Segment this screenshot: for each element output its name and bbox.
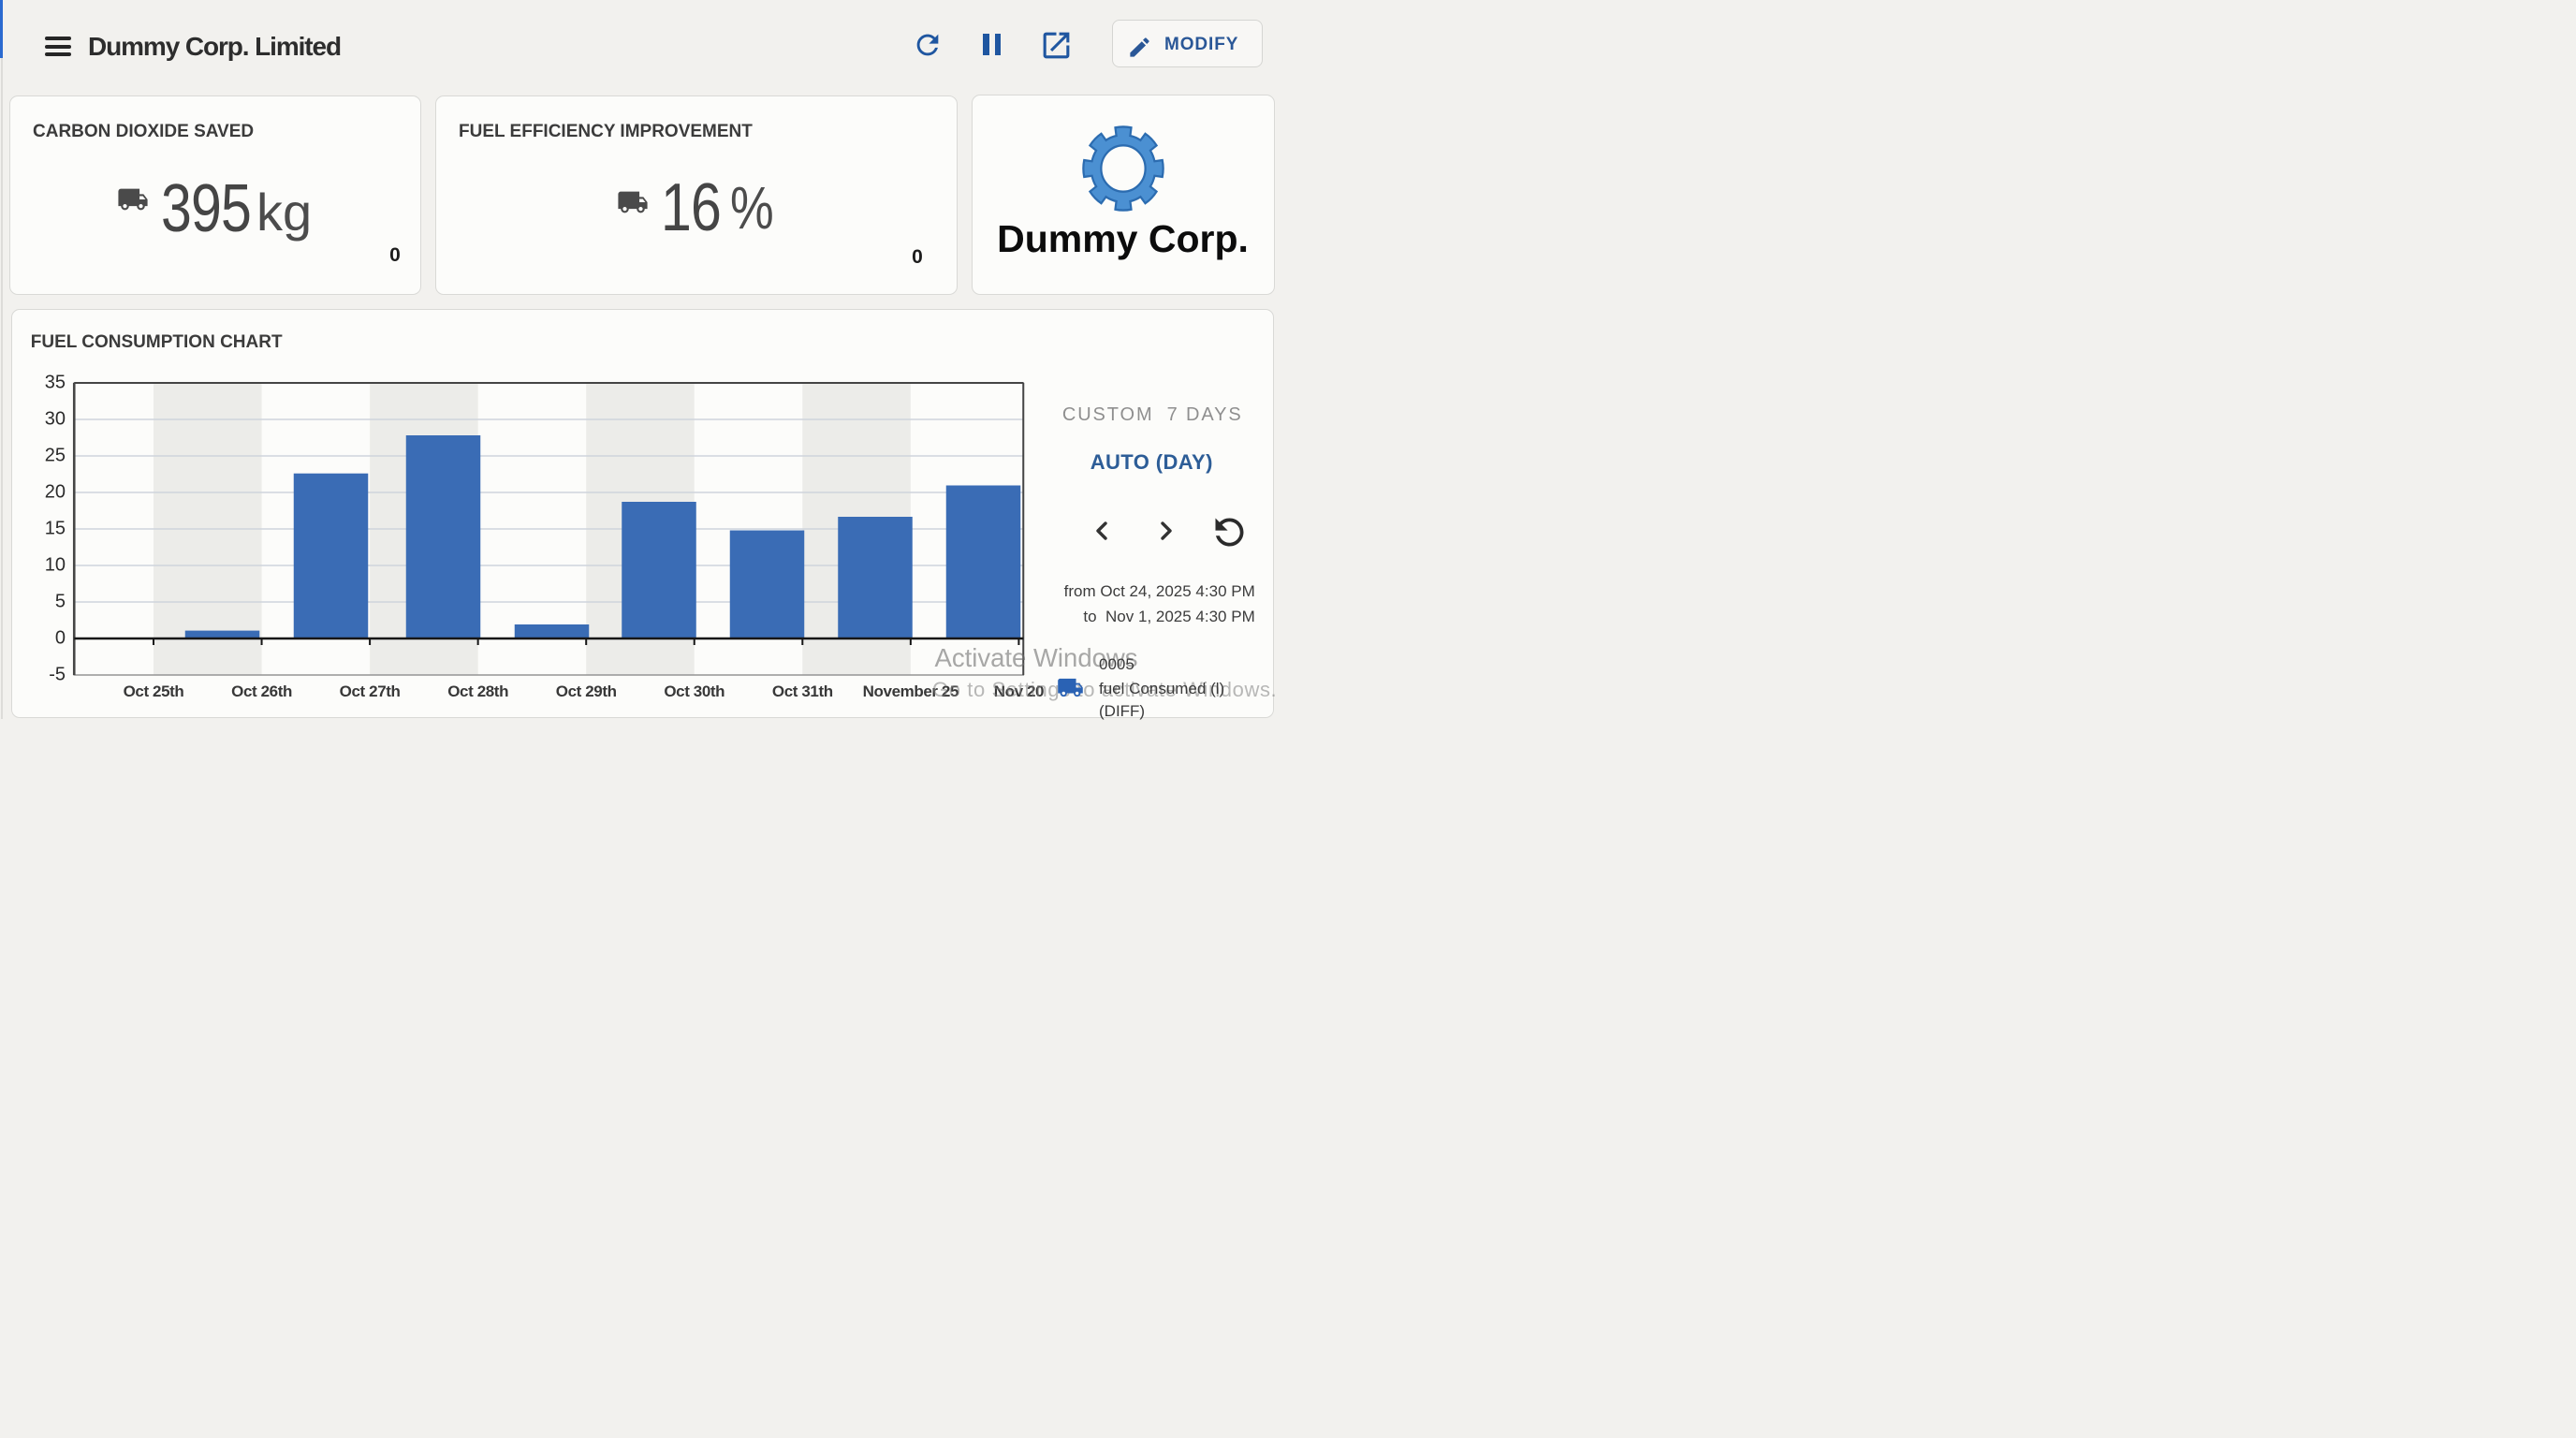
- svg-text:5: 5: [55, 591, 66, 611]
- svg-text:20: 20: [45, 481, 66, 502]
- svg-text:0: 0: [55, 627, 66, 648]
- svg-text:Oct 29th: Oct 29th: [556, 682, 617, 700]
- svg-text:Oct 27th: Oct 27th: [339, 682, 400, 700]
- svg-text:35: 35: [45, 372, 66, 392]
- svg-text:Oct 25th: Oct 25th: [123, 682, 183, 700]
- svg-text:Oct 31th: Oct 31th: [772, 682, 833, 700]
- svg-text:November 25: November 25: [862, 682, 958, 700]
- svg-text:30: 30: [45, 408, 66, 429]
- svg-text:-5: -5: [49, 664, 66, 684]
- svg-text:Oct 30th: Oct 30th: [664, 682, 724, 700]
- svg-text:Oct 26th: Oct 26th: [231, 682, 292, 700]
- svg-text:15: 15: [45, 518, 66, 538]
- svg-text:Nov 20: Nov 20: [993, 682, 1043, 700]
- svg-text:25: 25: [45, 445, 66, 465]
- svg-text:Oct 28th: Oct 28th: [447, 682, 508, 700]
- svg-text:10: 10: [45, 554, 66, 575]
